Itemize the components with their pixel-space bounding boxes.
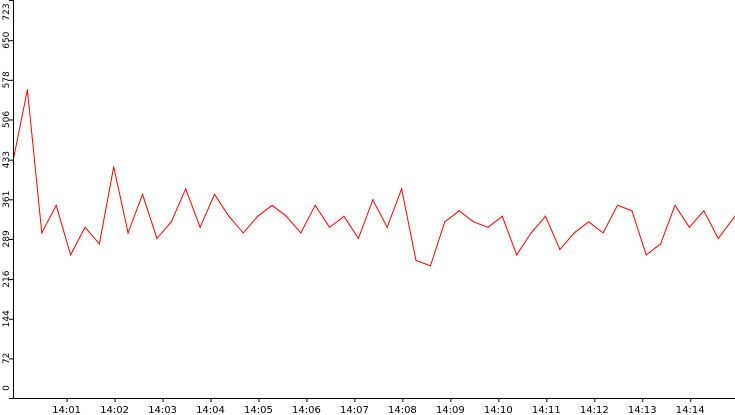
data-point: [444, 221, 446, 223]
data-point: [688, 226, 691, 228]
data-point: [213, 193, 216, 195]
y-tick-label: 433: [2, 151, 12, 168]
x-tick-label: 14:02: [100, 405, 129, 415]
data-point: [472, 221, 475, 223]
y-axis: 0 72 144 216 289 361 433 506 578 650 723: [2, 0, 13, 399]
data-point: [401, 188, 403, 190]
data-point: [573, 232, 575, 234]
data-point: [530, 232, 532, 234]
data-point: [516, 254, 518, 256]
data-point: [55, 204, 57, 206]
data-point: [185, 188, 187, 190]
data-point: [26, 89, 28, 91]
y-tick-label: 723: [2, 3, 12, 20]
data-point: [372, 199, 374, 201]
x-tick-label: 14:14: [676, 405, 705, 415]
x-tick-label: 14:08: [388, 405, 417, 415]
data-point: [156, 237, 158, 239]
data-point: [170, 221, 172, 223]
data-point: [228, 215, 230, 217]
y-tick-label: 361: [2, 191, 12, 208]
data-point: [616, 204, 619, 206]
data-point: [602, 232, 604, 234]
y-tick-label: 506: [2, 111, 12, 128]
data-point: [98, 243, 100, 245]
x-tick-label: 14:13: [628, 405, 657, 415]
y-tick-label: 72: [2, 353, 12, 364]
x-tick-label: 14:07: [340, 405, 369, 415]
y-tick-label: 578: [2, 71, 12, 88]
x-tick-label: 14:09: [436, 405, 465, 415]
data-point: [314, 204, 316, 206]
series-line: [12, 89, 735, 267]
x-axis: 14:01 14:02 14:03 14:04 14:05 14:06 14:07 14:08…: [52, 398, 705, 415]
x-tick-label: 14:04: [196, 405, 225, 415]
data-point: [559, 248, 561, 250]
data-point: [329, 226, 331, 228]
data-point: [357, 237, 359, 239]
data-point: [703, 210, 705, 212]
data-point: [487, 226, 489, 228]
data-point: [645, 254, 647, 256]
data-point: [242, 232, 244, 234]
plot-area: [12, 89, 735, 267]
data-point: [41, 232, 43, 234]
data-point: [660, 243, 662, 245]
data-point: [429, 265, 431, 267]
data-point: [386, 226, 388, 228]
x-tick-label: 14:11: [532, 405, 561, 415]
data-point: [544, 215, 547, 217]
data-point: [113, 166, 115, 168]
x-tick-label: 14:01: [52, 405, 81, 415]
data-point: [415, 259, 417, 261]
data-point: [70, 254, 72, 256]
data-point: [674, 204, 676, 206]
data-point: [588, 221, 590, 223]
y-tick-label: 650: [2, 31, 12, 48]
data-point: [717, 237, 719, 239]
data-point: [501, 215, 503, 217]
data-point: [285, 215, 287, 217]
data-point: [631, 210, 633, 212]
y-tick-label: 0: [2, 385, 12, 391]
data-point: [343, 215, 345, 217]
y-tick-label: 289: [2, 230, 12, 247]
x-tick-label: 14:12: [580, 405, 609, 415]
data-point: [141, 193, 144, 195]
data-point: [300, 232, 302, 234]
data-point: [257, 215, 259, 217]
data-point: [127, 232, 129, 234]
x-tick-label: 14:05: [244, 405, 273, 415]
x-tick-label: 14:03: [148, 405, 177, 415]
data-point: [199, 226, 201, 228]
x-tick-label: 14:10: [484, 405, 513, 415]
y-tick-label: 216: [2, 270, 12, 287]
data-point: [84, 226, 86, 228]
x-tick-label: 14:06: [292, 405, 321, 415]
data-point: [271, 204, 273, 206]
y-tick-label: 144: [2, 310, 12, 327]
data-point: [458, 210, 460, 212]
